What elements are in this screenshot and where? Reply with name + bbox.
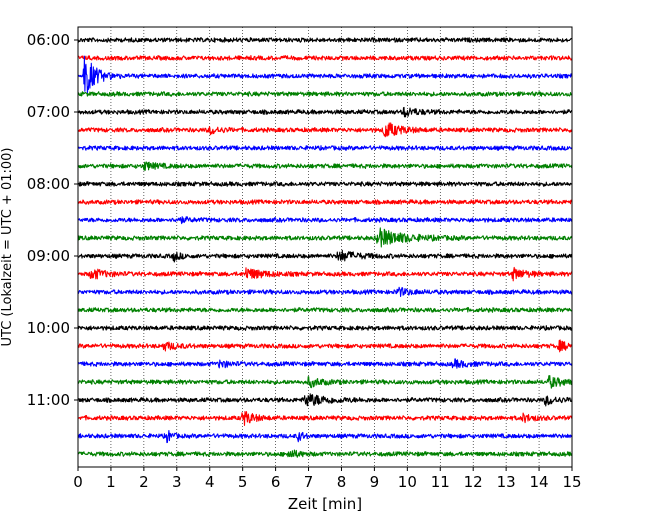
y-tick-label: 06:00 (27, 31, 70, 49)
y-tick-label: 10:00 (27, 319, 70, 337)
trace-0945 (77, 307, 573, 313)
x-tick-label: 2 (139, 473, 149, 491)
trace-0700 (77, 106, 573, 118)
y-axis-label: UTC (Lokalzeit = UTC + 01:00) (0, 148, 15, 347)
trace-1100 (77, 393, 573, 407)
x-tick-label: 5 (238, 473, 248, 491)
trace-1115 (77, 410, 573, 426)
trace-1045 (77, 375, 573, 389)
trace-0600 (77, 37, 573, 43)
trace-0900 (77, 249, 573, 263)
y-tick-label: 07:00 (27, 103, 70, 121)
trace-0715 (77, 122, 573, 138)
trace-1015 (77, 339, 573, 353)
trace-0815 (77, 199, 573, 205)
x-tick-label: 6 (271, 473, 281, 491)
x-axis-ticks: 0 1 2 3 4 5 6 7 8 9 10 11 12 13 14 15 (73, 467, 582, 491)
x-tick-label: 13 (497, 473, 516, 491)
x-tick-label: 8 (337, 473, 347, 491)
x-tick-label: 12 (464, 473, 483, 491)
y-tick-label: 09:00 (27, 247, 70, 265)
trace-0730 (77, 145, 573, 151)
x-tick-label: 7 (304, 473, 314, 491)
y-tick-label: 11:00 (27, 391, 70, 409)
trace-0845 (77, 227, 573, 248)
x-tick-label: 10 (398, 473, 417, 491)
trace-0830 (77, 216, 573, 225)
x-tick-label: 0 (73, 473, 83, 491)
x-tick-label: 14 (530, 473, 549, 491)
trace-0615 (77, 55, 573, 61)
plot-area-frame (77, 26, 573, 468)
trace-0800 (77, 181, 573, 187)
trace-0745 (77, 161, 573, 171)
trace-1130 (77, 430, 573, 444)
traces (77, 37, 573, 458)
y-axis-ticks: 06:00 07:00 08:00 09:00 10:00 11:00 (27, 31, 78, 409)
trace-0645 (77, 91, 573, 97)
trace-0915 (77, 266, 573, 282)
x-tick-label: 3 (172, 473, 182, 491)
x-tick-label: 9 (370, 473, 380, 491)
trace-0630 (77, 55, 573, 94)
x-tick-label: 4 (205, 473, 215, 491)
trace-1030 (77, 358, 573, 369)
trace-1145 (77, 449, 573, 458)
x-tick-label: 15 (562, 473, 581, 491)
trace-1000 (77, 325, 573, 331)
x-axis-label: Zeit [min] (288, 495, 362, 513)
x-tick-label: 1 (106, 473, 116, 491)
y-tick-label: 08:00 (27, 175, 70, 193)
x-tick-label: 11 (431, 473, 450, 491)
trace-0930 (77, 286, 573, 297)
grid-lines (110, 27, 540, 467)
